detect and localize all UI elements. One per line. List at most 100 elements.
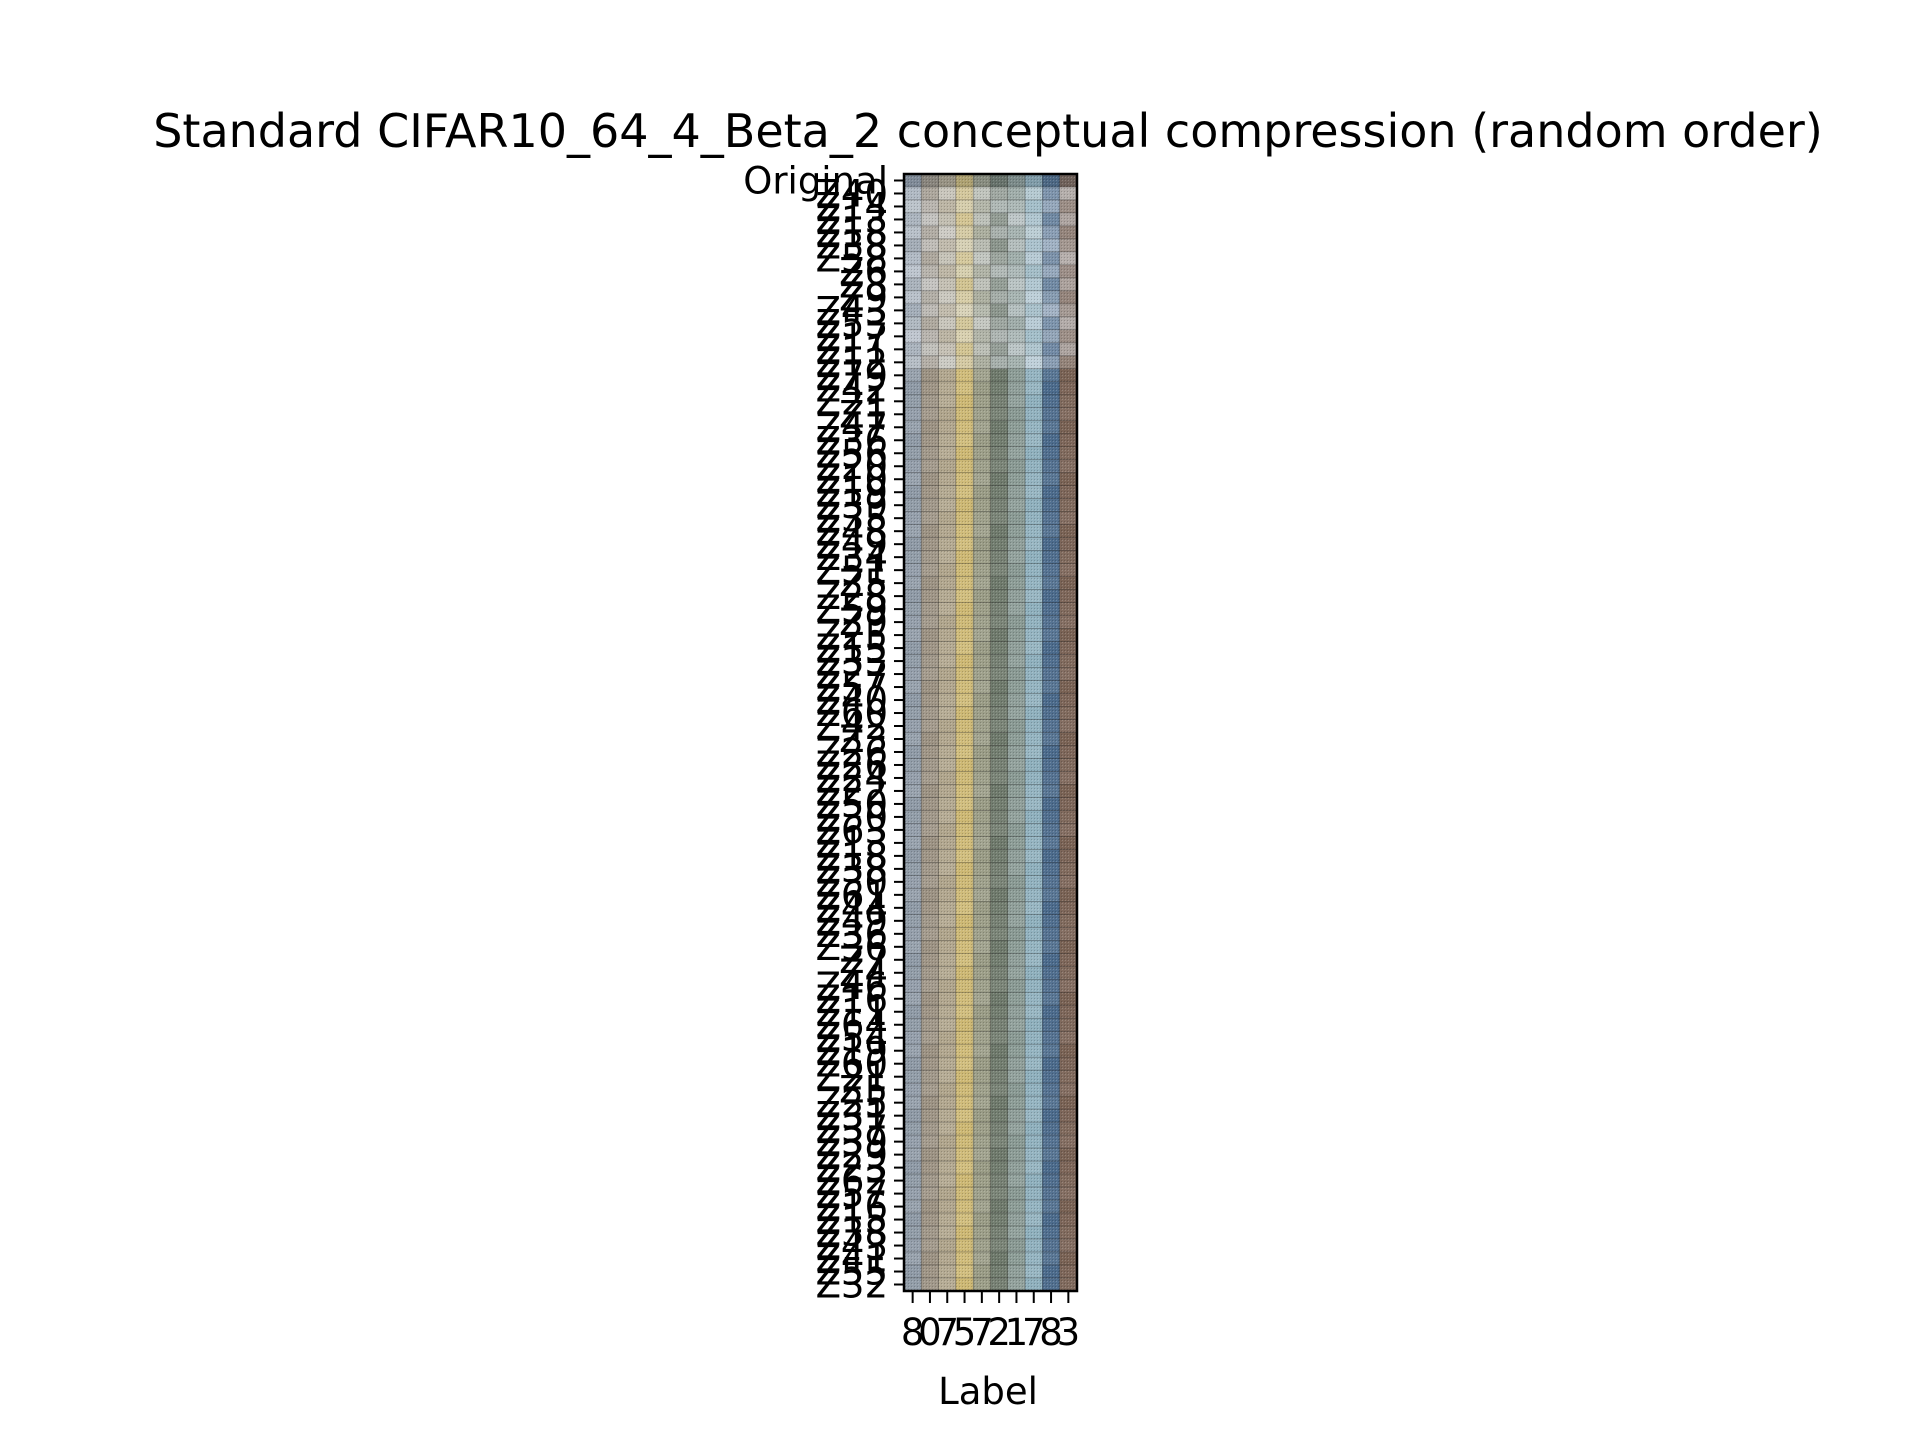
image-cell-detail <box>972 628 991 642</box>
image-cell-detail <box>903 654 922 668</box>
image-cell-detail <box>1007 1017 1026 1032</box>
image-cell-detail <box>920 290 939 305</box>
image-cell <box>1007 1069 1026 1084</box>
image-cell-detail <box>990 238 1009 253</box>
image-cell-detail <box>955 329 974 344</box>
image-cell-detail <box>1059 1147 1078 1162</box>
y-tick-label: Z48 <box>816 510 888 553</box>
image-cell-detail <box>920 862 939 876</box>
image-cell <box>1042 329 1061 344</box>
image-cell <box>1007 641 1026 655</box>
image-cell-detail <box>1042 927 1061 941</box>
image-cell <box>990 732 1009 746</box>
image-cell <box>990 991 1009 1006</box>
image-cell <box>1007 680 1026 694</box>
image-cell-detail <box>1024 628 1043 642</box>
image-cell <box>972 1147 991 1162</box>
image-cell-detail <box>903 498 922 512</box>
image-cell <box>920 1095 939 1110</box>
image-cell-detail <box>938 251 957 266</box>
image-cell <box>990 1160 1009 1175</box>
image-cell-detail <box>990 264 1009 279</box>
image-cell-detail <box>990 1264 1009 1279</box>
y-tick-label: Z36 <box>816 926 888 969</box>
image-cell <box>1024 719 1043 733</box>
image-cell-detail <box>1042 1121 1061 1136</box>
image-cell <box>955 641 974 655</box>
image-cell <box>1059 1017 1078 1032</box>
image-cell <box>990 940 1009 954</box>
y-tick-label: Z20 <box>816 445 888 488</box>
image-cell <box>920 355 939 370</box>
image-cell <box>938 433 957 448</box>
image-cell <box>938 303 957 318</box>
image-cell-detail <box>938 1277 957 1292</box>
image-cell-detail <box>920 901 939 915</box>
image-cell <box>920 1134 939 1149</box>
image-cell-detail <box>1024 303 1043 318</box>
image-cell-detail <box>1059 277 1078 292</box>
image-cell-detail <box>1042 355 1061 370</box>
image-cell <box>955 888 974 902</box>
image-cell-detail <box>1007 407 1026 422</box>
image-cell <box>990 485 1009 500</box>
image-cell-detail <box>1007 1069 1026 1084</box>
y-tick-label: Z22 <box>816 770 888 813</box>
image-cell <box>1042 173 1061 188</box>
image-cell <box>920 1277 939 1292</box>
image-cell-detail <box>938 732 957 746</box>
image-cell <box>903 1108 922 1123</box>
image-cell-detail <box>972 641 991 655</box>
image-cell <box>920 381 939 396</box>
image-cell-detail <box>1024 654 1043 668</box>
chart-title: Standard CIFAR10_64_4_Beta_2 conceptual … <box>153 104 1823 158</box>
image-cell-detail <box>903 875 922 889</box>
image-cell-detail <box>1007 472 1026 487</box>
image-cell-detail <box>1007 303 1026 318</box>
image-cell <box>1042 940 1061 954</box>
image-cell <box>1059 550 1078 564</box>
image-cell-detail <box>972 862 991 876</box>
image-cell-detail <box>938 485 957 500</box>
image-cell <box>972 965 991 980</box>
y-tick-label: Z9 <box>839 601 888 644</box>
image-cell <box>1042 446 1061 461</box>
image-cell <box>1059 654 1078 668</box>
image-cell <box>955 1069 974 1084</box>
image-cell <box>955 511 974 525</box>
image-cell <box>920 225 939 240</box>
image-cell-detail <box>1024 758 1043 772</box>
image-cell-detail <box>990 849 1009 863</box>
image-cell <box>990 849 1009 863</box>
image-cell <box>990 706 1009 720</box>
image-cell <box>1024 978 1043 993</box>
image-cell <box>920 1199 939 1214</box>
image-cell-detail <box>920 1017 939 1032</box>
y-tick-label: Z23 <box>816 1147 888 1190</box>
image-cell-detail <box>903 212 922 227</box>
image-cell-detail <box>972 1082 991 1097</box>
image-cell-detail <box>972 238 991 253</box>
image-cell <box>903 1160 922 1175</box>
image-cell-detail <box>920 732 939 746</box>
image-cell-detail <box>938 1147 957 1162</box>
image-cell <box>1042 914 1061 928</box>
image-cell-detail <box>955 173 974 188</box>
image-cell-detail <box>938 940 957 954</box>
image-cell-detail <box>903 602 922 616</box>
image-cell <box>938 1082 957 1097</box>
image-cell-detail <box>972 485 991 500</box>
image-cell <box>990 901 1009 915</box>
image-cell <box>920 420 939 435</box>
image-cell <box>1059 745 1078 759</box>
image-cell-detail <box>903 849 922 863</box>
image-cell <box>1059 524 1078 538</box>
image-cell-detail <box>972 849 991 863</box>
image-cell-detail <box>920 381 939 396</box>
image-cell-detail <box>1007 641 1026 655</box>
image-cell <box>972 563 991 577</box>
image-cell-detail <box>1059 342 1078 357</box>
image-cell <box>1059 225 1078 240</box>
image-cell <box>1059 238 1078 253</box>
image-cell-detail <box>938 771 957 785</box>
